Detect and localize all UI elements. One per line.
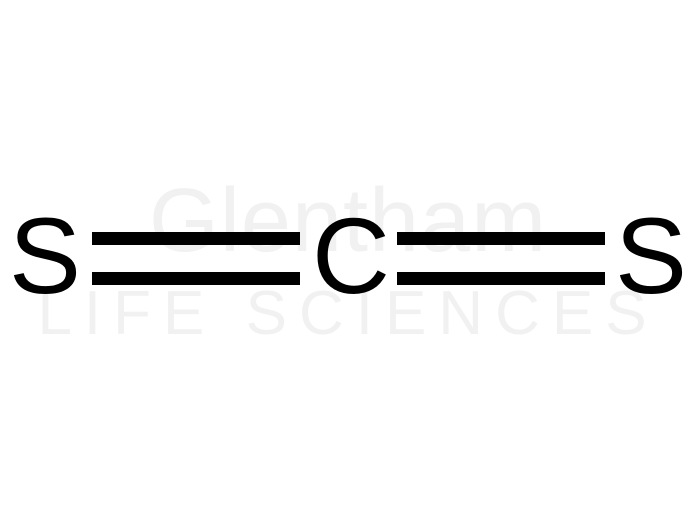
bond-0-line-0: [92, 232, 300, 245]
atom-s1: S: [9, 202, 81, 310]
atom-s2: S: [615, 202, 687, 310]
canvas: Glentham LIFE SCIENCES SCS: [0, 0, 696, 520]
bond-1-line-1: [397, 272, 605, 285]
chemical-structure: SCS: [0, 0, 696, 520]
bond-1-line-0: [397, 232, 605, 245]
atom-c: C: [312, 202, 384, 310]
bond-0-line-1: [92, 272, 300, 285]
